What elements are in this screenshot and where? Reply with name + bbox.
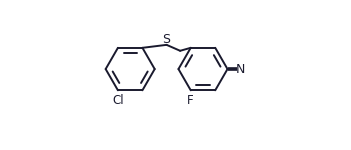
Text: N: N xyxy=(236,63,245,76)
Text: F: F xyxy=(187,94,193,107)
Text: S: S xyxy=(163,33,171,46)
Text: Cl: Cl xyxy=(113,94,125,107)
